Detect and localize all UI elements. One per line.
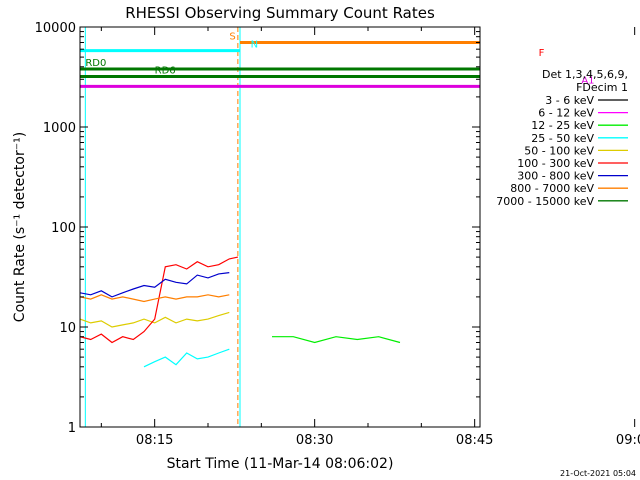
state-bar-label-3: F <box>539 48 545 59</box>
footer-date: 21-Oct-2021 05:04 <box>560 469 636 478</box>
series-6-segment-1 <box>613 267 640 277</box>
series-3-segment-1 <box>613 309 640 336</box>
legend-label-5: 100 - 300 keV <box>517 157 594 170</box>
series-6-segment-0 <box>80 272 230 298</box>
legend-label-4: 50 - 100 keV <box>524 144 594 157</box>
series-0-segment-1 <box>635 297 640 329</box>
legend-label-2: 12 - 25 keV <box>531 119 594 132</box>
x-tick-label-2: 08:45 <box>456 433 493 448</box>
axes: 08:1508:3008:4509:0009:1509:3009:4511010… <box>35 21 640 448</box>
legend-header-1: FDecim 1 <box>576 81 628 94</box>
x-axis-label: Start Time (11-Mar-14 08:06:02) <box>167 456 394 472</box>
legend-label-0: 3 - 6 keV <box>545 94 594 107</box>
series-3-segment-0 <box>143 348 230 368</box>
state-bar-label-6: RD6 <box>155 65 176 76</box>
legend-label-1: 6 - 12 keV <box>538 107 594 120</box>
x-tick-label-1: 08:30 <box>296 433 333 448</box>
series-4-segment-1 <box>613 302 640 313</box>
series-4-segment-0 <box>80 311 230 328</box>
state-bar-label-4: RD0 <box>85 58 106 69</box>
series-0-segment-0 <box>616 121 640 249</box>
series-8-segment-0 <box>613 287 640 301</box>
y-tick-label-3: 1000 <box>43 121 76 136</box>
x-tick-label-0: 08:15 <box>136 433 173 448</box>
y-tick-label-1: 10 <box>59 321 76 336</box>
series-7-segment-1 <box>613 279 640 295</box>
state-bar-label-1: N <box>251 40 258 51</box>
y-tick-label-0: 1 <box>68 421 76 436</box>
series-2-segment-1 <box>603 179 640 327</box>
series-5-segment-0 <box>80 256 239 344</box>
plot-inner <box>80 27 640 427</box>
legend-label-8: 7000 - 15000 keV <box>496 195 594 208</box>
state-bar-label-0: S <box>229 31 235 42</box>
legend-header-0: Det 1,3,4,5,6,9, <box>542 68 628 81</box>
plot-area: SNFRD0RD6A1A0 <box>80 27 640 427</box>
y-tick-label-4: 10000 <box>35 21 76 36</box>
series-2-segment-0 <box>272 336 401 344</box>
legend-label-7: 800 - 7000 keV <box>510 182 594 195</box>
x-tick-label-3: 09:00 <box>616 433 640 448</box>
legend-label-6: 300 - 800 keV <box>517 170 594 183</box>
series-1-segment-0 <box>616 82 640 245</box>
series-5-segment-1 <box>613 257 640 263</box>
y-axis-label: Count Rate (s⁻¹ detector⁻¹) <box>12 132 28 322</box>
legend-label-3: 25 - 50 keV <box>531 132 594 145</box>
state-bar-label-9: A1 <box>581 75 594 86</box>
series-7-segment-0 <box>80 294 230 303</box>
y-tick-label-2: 100 <box>51 221 76 236</box>
chart-title: RHESSI Observing Summary Count Rates <box>125 4 435 22</box>
